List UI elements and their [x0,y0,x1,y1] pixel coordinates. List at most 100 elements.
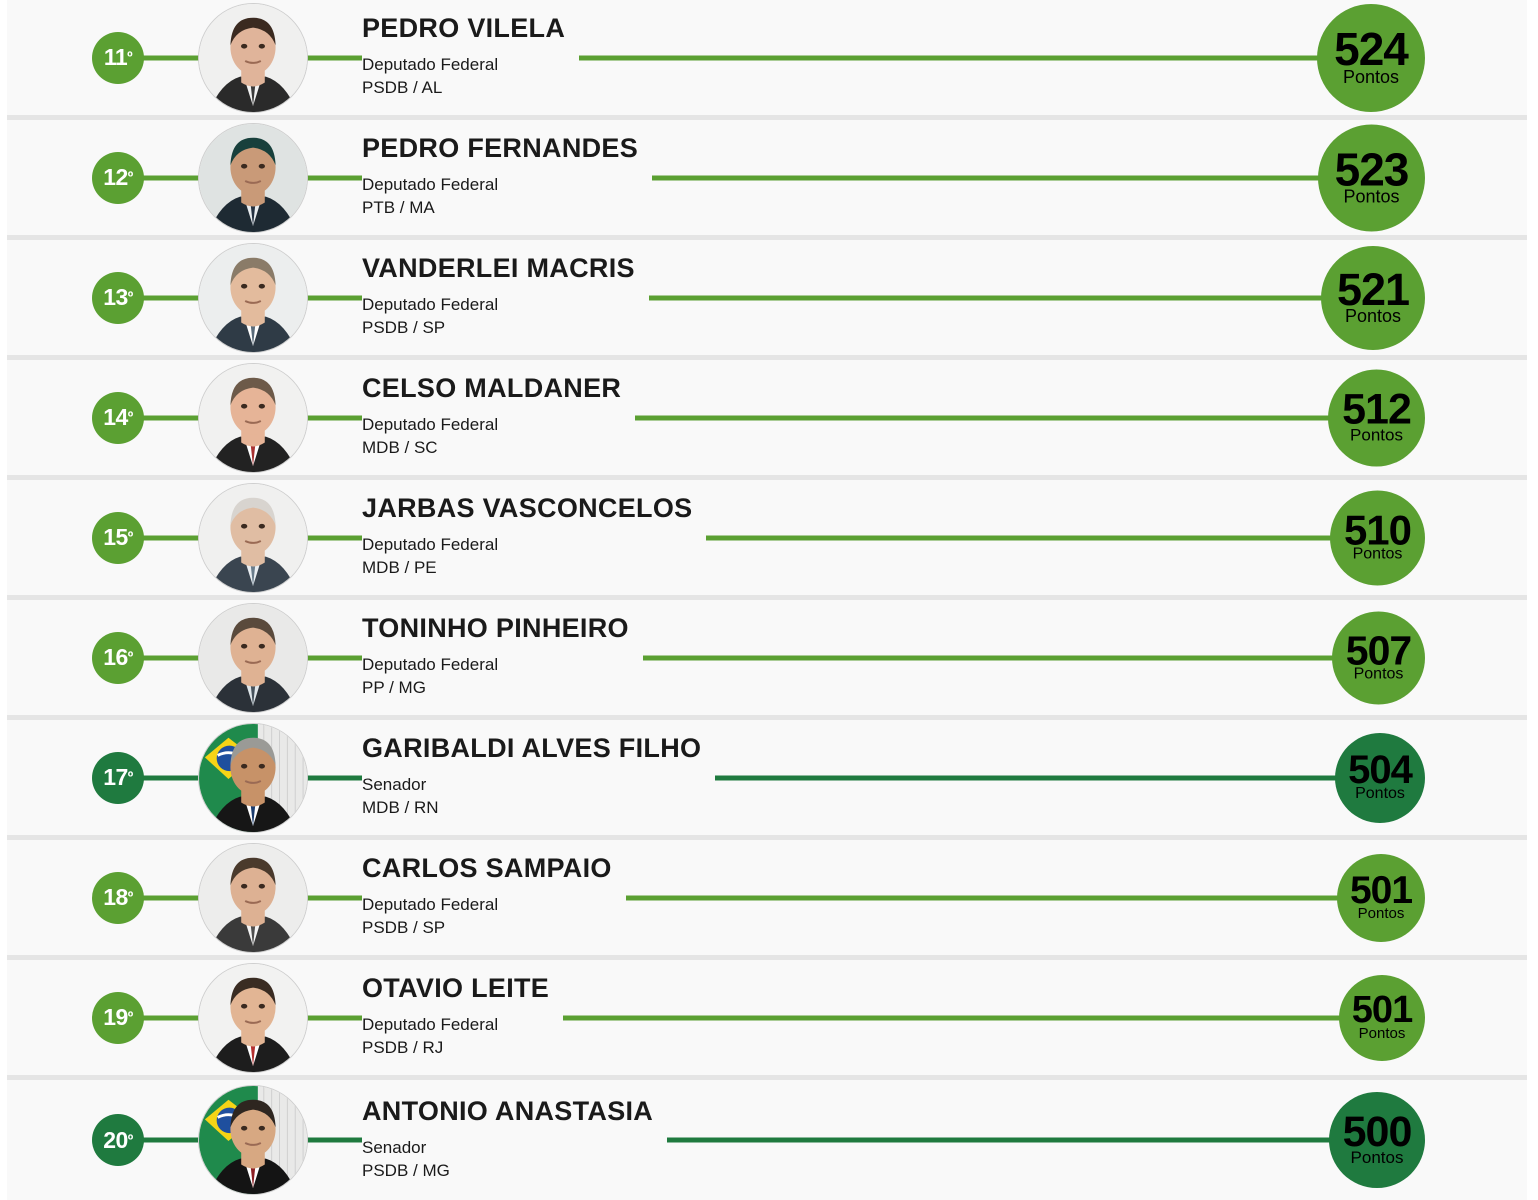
person-role: Deputado Federal [362,534,707,557]
person-info: GARIBALDI ALVES FILHO Senador MDB / RN [362,720,716,835]
rank-number: 16 [103,644,128,670]
score-badge: 524 Pontos [1317,3,1425,112]
ranking-row[interactable]: 19 º OTAVIO LEITE Deputado Federal PSDB /… [7,960,1527,1080]
rank-number: 11 [103,44,128,70]
rank-bubble: 20 º [92,1114,144,1166]
avatar[interactable] [198,962,308,1073]
score-value: 510 [1343,506,1412,554]
rank-number: 15 [103,524,128,550]
score-value: 507 [1345,627,1412,674]
ranking-row[interactable]: 18 º CARLOS SAMPAIO Deputado Federal PSDB… [7,840,1527,960]
score-value: 504 [1348,747,1413,792]
avatar[interactable] [198,842,308,953]
rank-bubble: 13 º [92,271,144,324]
person-info: CARLOS SAMPAIO Deputado Federal PSDB / S… [362,840,626,955]
ranking-row[interactable]: 16 º TONINHO PINHEIRO Deputado Federal PP… [7,600,1527,720]
ranking-row[interactable]: 17 º GARIBALDI ALVES FILHO Senador MDB / … [7,720,1527,840]
person-info: ANTONIO ANASTASIA Senador PSDB / MG [362,1080,668,1200]
person-name: JARBAS VASCONCELOS [362,495,707,523]
rank-ordinal-suffix: º [127,769,133,786]
score-badge: 510 Pontos [1330,490,1425,585]
rank-bubble: 14 º [92,391,144,444]
rank-ordinal-suffix: º [127,889,133,906]
connector-line [115,175,1407,180]
rank-bubble: 15 º [92,511,144,564]
score-label: Pontos [1343,186,1400,207]
score-badge: 512 Pontos [1328,369,1425,466]
score-value: 521 [1336,263,1410,315]
rank-number: 13 [103,284,128,310]
rank-bubble: 19 º [92,991,144,1044]
score-label: Pontos [1357,905,1405,923]
connector-line [115,1015,1407,1020]
avatar[interactable] [198,242,308,353]
person-party: MDB / SC [362,437,636,460]
person-name: CARLOS SAMPAIO [362,855,626,883]
person-name: CELSO MALDANER [362,375,636,403]
person-party: MDB / RN [362,797,716,820]
person-role: Deputado Federal [362,1014,564,1037]
ranking-row[interactable]: 14 º CELSO MALDANER Deputado Federal MDB … [7,360,1527,480]
connector-line [115,535,1407,540]
avatar[interactable] [198,602,308,713]
rank-number: 20 [103,1126,128,1153]
person-role: Deputado Federal [362,174,653,197]
avatar[interactable] [198,2,308,113]
score-value: 501 [1349,868,1413,912]
score-value: 524 [1334,23,1409,76]
person-role: Senador [362,774,716,797]
person-party: MDB / PE [362,557,707,580]
rank-bubble: 12 º [92,151,144,204]
person-role: Senador [362,1136,668,1160]
person-party: PP / MG [362,677,643,700]
score-label: Pontos [1353,665,1404,683]
rank-ordinal-suffix: º [127,409,133,426]
ranking-row[interactable]: 20 º ANTONIO ANASTASIA Senador PSDB / MG … [7,1080,1527,1200]
avatar[interactable] [198,122,308,233]
person-info: OTAVIO LEITE Deputado Federal PSDB / RJ [362,960,564,1075]
person-role: Deputado Federal [362,894,626,917]
rank-bubble: 16 º [92,631,144,684]
score-badge: 504 Pontos [1335,732,1425,823]
rank-number: 12 [103,164,128,190]
rank-bubble: 11 º [92,31,144,84]
person-party: PSDB / AL [362,77,580,100]
rank-number: 17 [103,764,128,790]
connector-line [115,1137,1407,1143]
connector-line [115,295,1407,300]
score-badge: 501 Pontos [1337,853,1425,942]
rank-ordinal-suffix: º [127,1009,133,1026]
person-info: PEDRO FERNANDES Deputado Federal PTB / M… [362,120,653,235]
person-name: ANTONIO ANASTASIA [362,1097,668,1125]
connector-line [115,655,1407,660]
score-value: 512 [1342,385,1412,434]
person-party: PSDB / SP [362,317,649,340]
avatar[interactable] [198,362,308,473]
score-value: 501 [1351,989,1413,1032]
avatar[interactable] [198,722,308,833]
ranking-row[interactable]: 12 º PEDRO FERNANDES Deputado Federal PTB… [7,120,1527,240]
person-role: Deputado Federal [362,414,636,437]
avatar[interactable] [198,482,308,593]
score-label: Pontos [1350,425,1403,445]
person-name: OTAVIO LEITE [362,975,564,1003]
person-party: PSDB / MG [362,1159,668,1183]
score-label: Pontos [1342,66,1400,87]
rank-ordinal-suffix: º [127,649,133,666]
score-badge: 521 Pontos [1321,245,1425,350]
ranking-row[interactable]: 11 º PEDRO VILELA Deputado Federal PSDB /… [7,0,1527,120]
person-info: JARBAS VASCONCELOS Deputado Federal MDB … [362,480,707,595]
ranking-row[interactable]: 15 º JARBAS VASCONCELOS Deputado Federal … [7,480,1527,600]
person-name: GARIBALDI ALVES FILHO [362,735,716,763]
score-badge: 507 Pontos [1332,611,1425,704]
ranking-row[interactable]: 13 º VANDERLEI MACRIS Deputado Federal PS… [7,240,1527,360]
rank-ordinal-suffix: º [127,1131,133,1149]
score-value: 523 [1334,143,1410,196]
rank-ordinal-suffix: º [127,289,133,306]
person-name: PEDRO FERNANDES [362,135,653,163]
person-name: PEDRO VILELA [362,15,580,43]
person-party: PSDB / RJ [362,1037,564,1060]
connector-line [115,55,1407,60]
avatar[interactable] [198,1085,308,1195]
